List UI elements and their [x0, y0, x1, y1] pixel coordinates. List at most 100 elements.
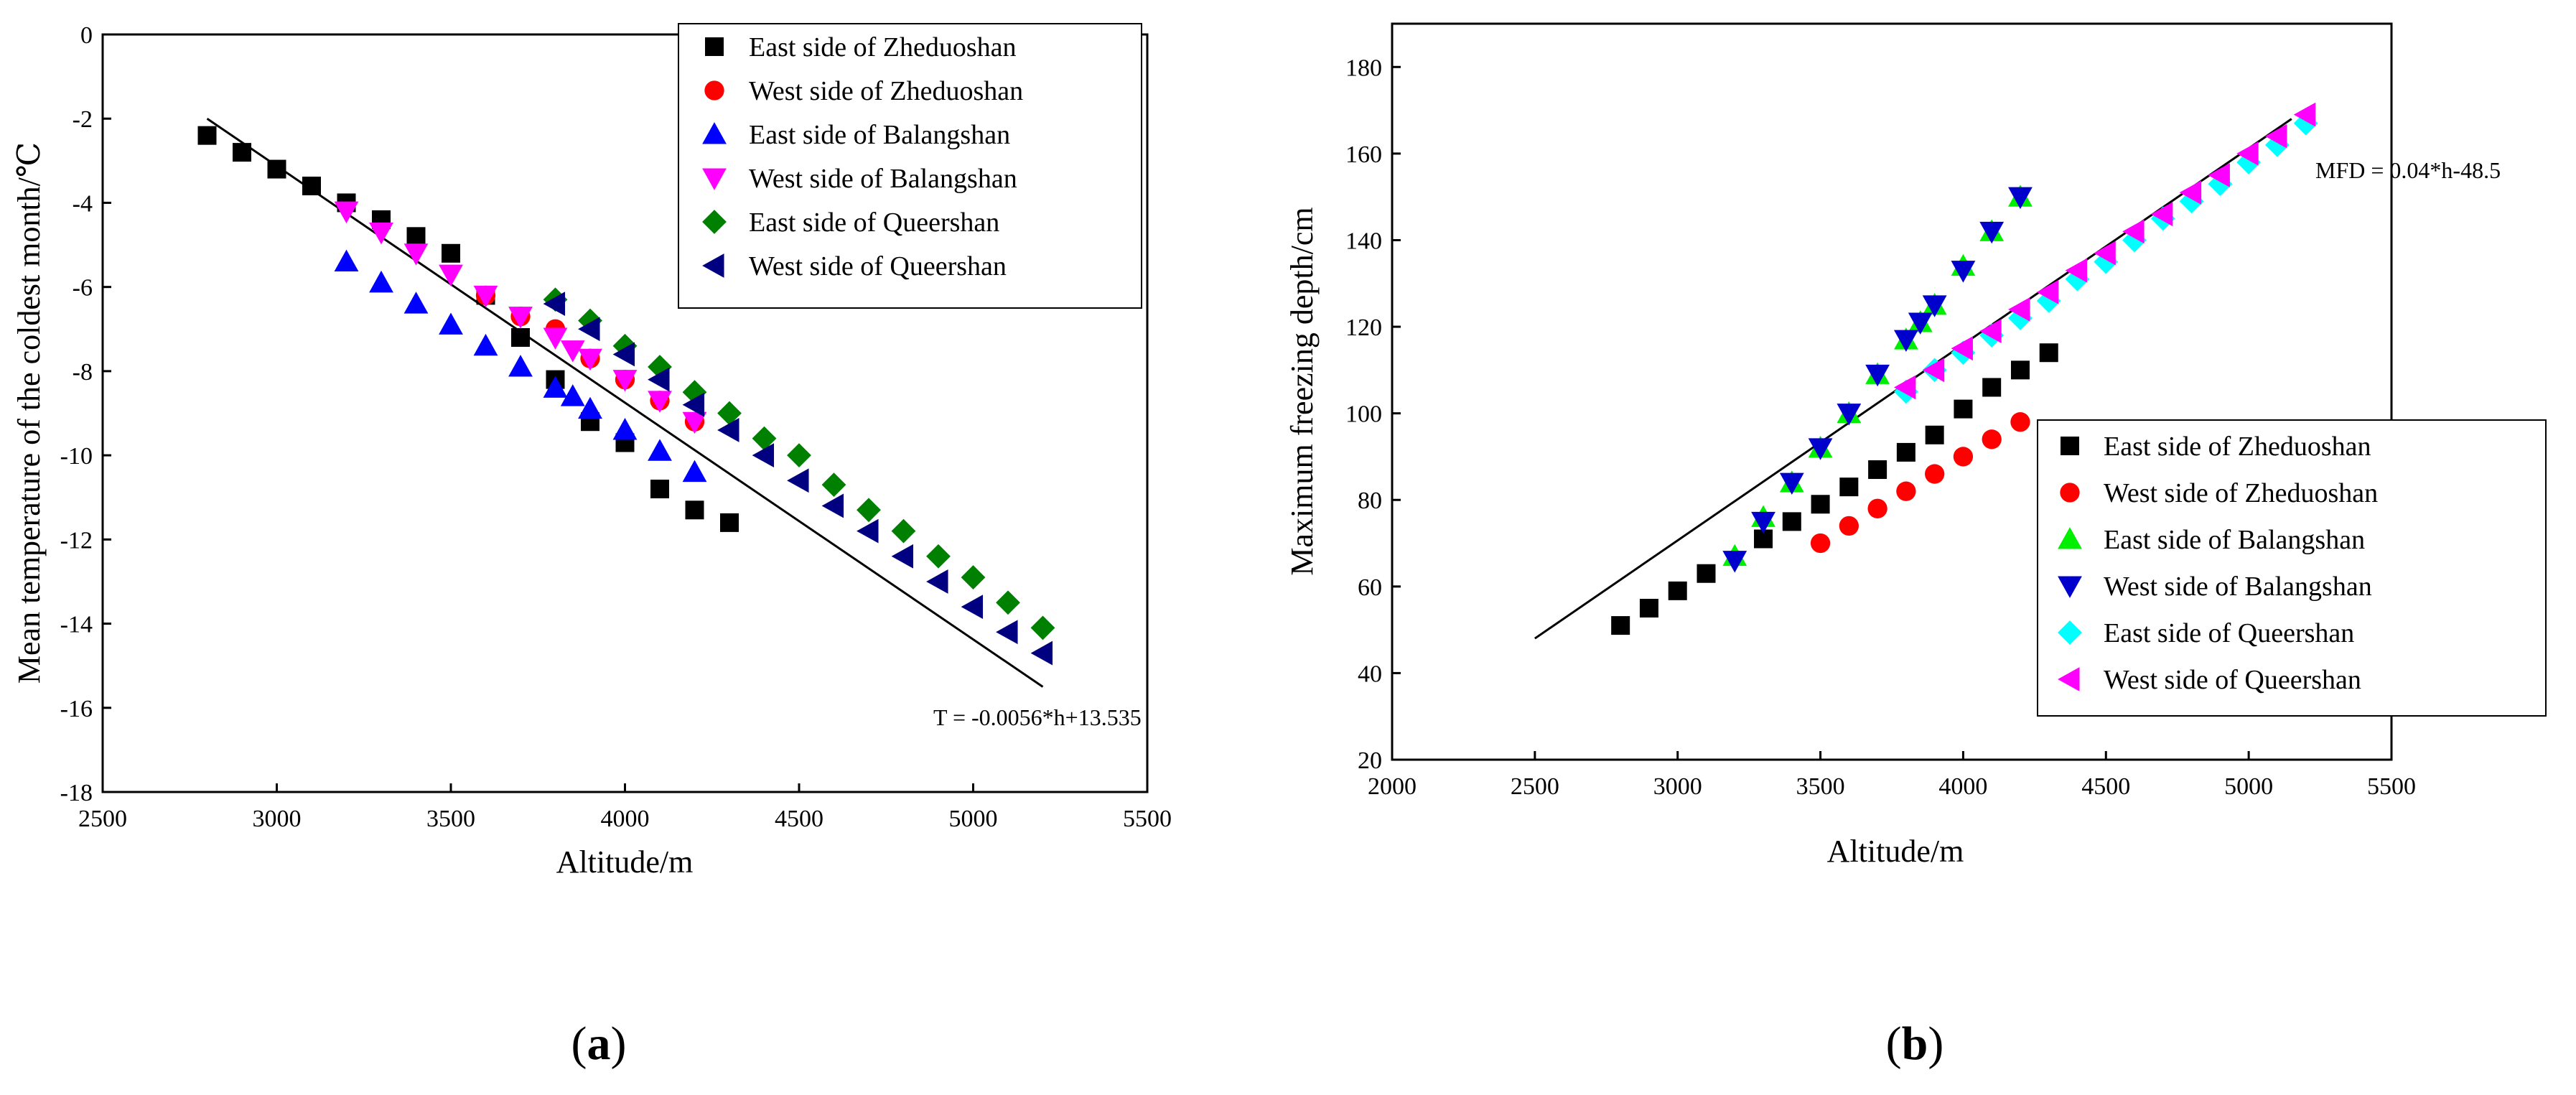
- data-point-series-1: [1982, 378, 2002, 397]
- data-point-series-1: [233, 143, 251, 162]
- data-point-series-6: [2293, 102, 2316, 127]
- data-point-series-2: [2010, 412, 2030, 432]
- data-point-series-6: [1951, 336, 1973, 361]
- legend-marker: [702, 253, 724, 278]
- x-tick-label: 4000: [601, 806, 650, 832]
- data-point-series-6: [857, 518, 879, 544]
- y-tick-label: -6: [73, 275, 93, 302]
- x-tick-label: 3000: [1653, 773, 1702, 800]
- x-tick-label: 3000: [253, 806, 302, 832]
- legend-label: West side of Queershan: [749, 251, 1007, 281]
- data-point-series-4: [648, 391, 672, 413]
- data-point-series-6: [1030, 640, 1053, 666]
- data-point-series-4: [439, 264, 463, 286]
- y-tick-label: 0: [80, 22, 93, 49]
- data-point-series-6: [2208, 163, 2230, 187]
- data-point-series-5: [821, 472, 846, 498]
- legend-marker: [702, 210, 727, 234]
- panel-b-chart: 2000 2500 3000 3500 4000 4500 5000 5500 20 40 60 80…: [1284, 22, 2547, 1070]
- panel-a-legend: East side of Zheduoshan West side of Zhed…: [702, 32, 1023, 281]
- data-point-series-1: [685, 500, 704, 520]
- data-point-series-3: [473, 333, 498, 356]
- legend-label: East side of Queershan: [2104, 618, 2354, 648]
- panel-a-label: (a): [571, 1017, 627, 1070]
- data-point-series-4: [1837, 404, 1862, 426]
- data-point-series-2: [1896, 481, 1916, 501]
- data-point-series-1: [1839, 477, 1859, 497]
- data-point-series-5: [961, 565, 986, 590]
- data-point-series-6: [682, 392, 705, 417]
- data-point-series-1: [1668, 581, 1687, 600]
- data-point-series-1: [2039, 343, 2058, 363]
- legend-label: West side of Balangshan: [2104, 572, 2372, 602]
- data-point-series-6: [821, 493, 844, 518]
- data-point-series-2: [1953, 447, 1974, 467]
- data-point-series-5: [857, 498, 881, 523]
- legend-marker: [2058, 576, 2082, 598]
- data-point-series-3: [369, 270, 393, 293]
- x-tick-label: 5000: [2224, 773, 2273, 800]
- data-point-series-6: [2094, 241, 2116, 266]
- data-point-series-3: [648, 439, 672, 461]
- panel-b-legend-box: [2037, 419, 2547, 717]
- data-point-series-4: [1808, 438, 1833, 460]
- x-tick-label: 5500: [1123, 806, 1172, 832]
- data-point-series-6: [2150, 202, 2173, 227]
- legend-marker: [702, 122, 727, 144]
- x-tick-label: 3500: [1796, 773, 1845, 800]
- data-point-series-4: [1951, 261, 1976, 283]
- data-point-series-5: [752, 426, 777, 451]
- legend-marker: [705, 37, 724, 56]
- panel-b-plot-frame: [1391, 22, 2393, 761]
- data-point-series-1: [1611, 616, 1630, 635]
- data-point-series-6: [996, 620, 1018, 645]
- data-point-series-1: [720, 513, 739, 532]
- y-tick-label: -16: [60, 696, 93, 722]
- data-point-series-5: [996, 590, 1020, 615]
- data-point-series-4: [543, 327, 568, 350]
- data-point-series-6: [2179, 180, 2202, 205]
- data-point-series-6: [2036, 279, 2059, 304]
- legend-label: East side of Balangshan: [2104, 525, 2365, 555]
- data-point-series-5: [612, 333, 638, 358]
- x-tick-label: 2500: [1511, 773, 1559, 800]
- data-point-series-1: [1868, 460, 1887, 480]
- data-point-series-2: [1925, 464, 1945, 484]
- data-point-series-1: [1811, 495, 1830, 514]
- panel-a-y-axis-label: Mean temperature of the coldest month/℃: [11, 142, 47, 684]
- data-point-series-1: [1925, 425, 1944, 444]
- data-point-series-3: [334, 249, 359, 272]
- data-point-series-4: [508, 307, 533, 329]
- y-tick-label: 100: [1345, 401, 1382, 428]
- data-point-series-6: [1922, 358, 1945, 383]
- y-tick-label: -4: [73, 190, 93, 217]
- data-point-series-6: [2265, 124, 2287, 149]
- data-point-series-2: [1839, 516, 1859, 536]
- data-point-series-1: [1954, 399, 1973, 419]
- x-tick-label: 3500: [426, 806, 475, 832]
- x-tick-label: 5000: [949, 806, 998, 832]
- y-tick-label: 40: [1358, 661, 1382, 687]
- data-point-series-1: [406, 227, 426, 246]
- panel-b-fit-equation: MFD = 0.04*h-48.5: [2315, 157, 2501, 183]
- data-point-series-6: [2236, 141, 2259, 166]
- data-point-series-5: [926, 544, 951, 569]
- legend-marker: [702, 168, 727, 190]
- data-point-series-1: [1896, 442, 1915, 462]
- y-tick-label: 80: [1358, 488, 1382, 514]
- data-point-series-6: [717, 418, 739, 442]
- data-point-series-6: [787, 468, 809, 493]
- data-point-series-4: [1893, 330, 1918, 353]
- data-point-series-1: [442, 243, 460, 263]
- legend-marker: [2058, 667, 2080, 691]
- legend-marker: [2058, 620, 2082, 645]
- data-point-series-6: [543, 292, 566, 317]
- data-point-series-5: [891, 518, 916, 544]
- data-point-series-5: [1030, 615, 1055, 640]
- data-point-series-6: [648, 367, 670, 392]
- legend-label: East side of Zheduoshan: [749, 32, 1017, 62]
- data-point-series-3: [612, 418, 638, 440]
- panel-b-label: (b): [1886, 1017, 1944, 1070]
- data-point-series-6: [891, 544, 914, 569]
- y-tick-label: 140: [1345, 228, 1382, 254]
